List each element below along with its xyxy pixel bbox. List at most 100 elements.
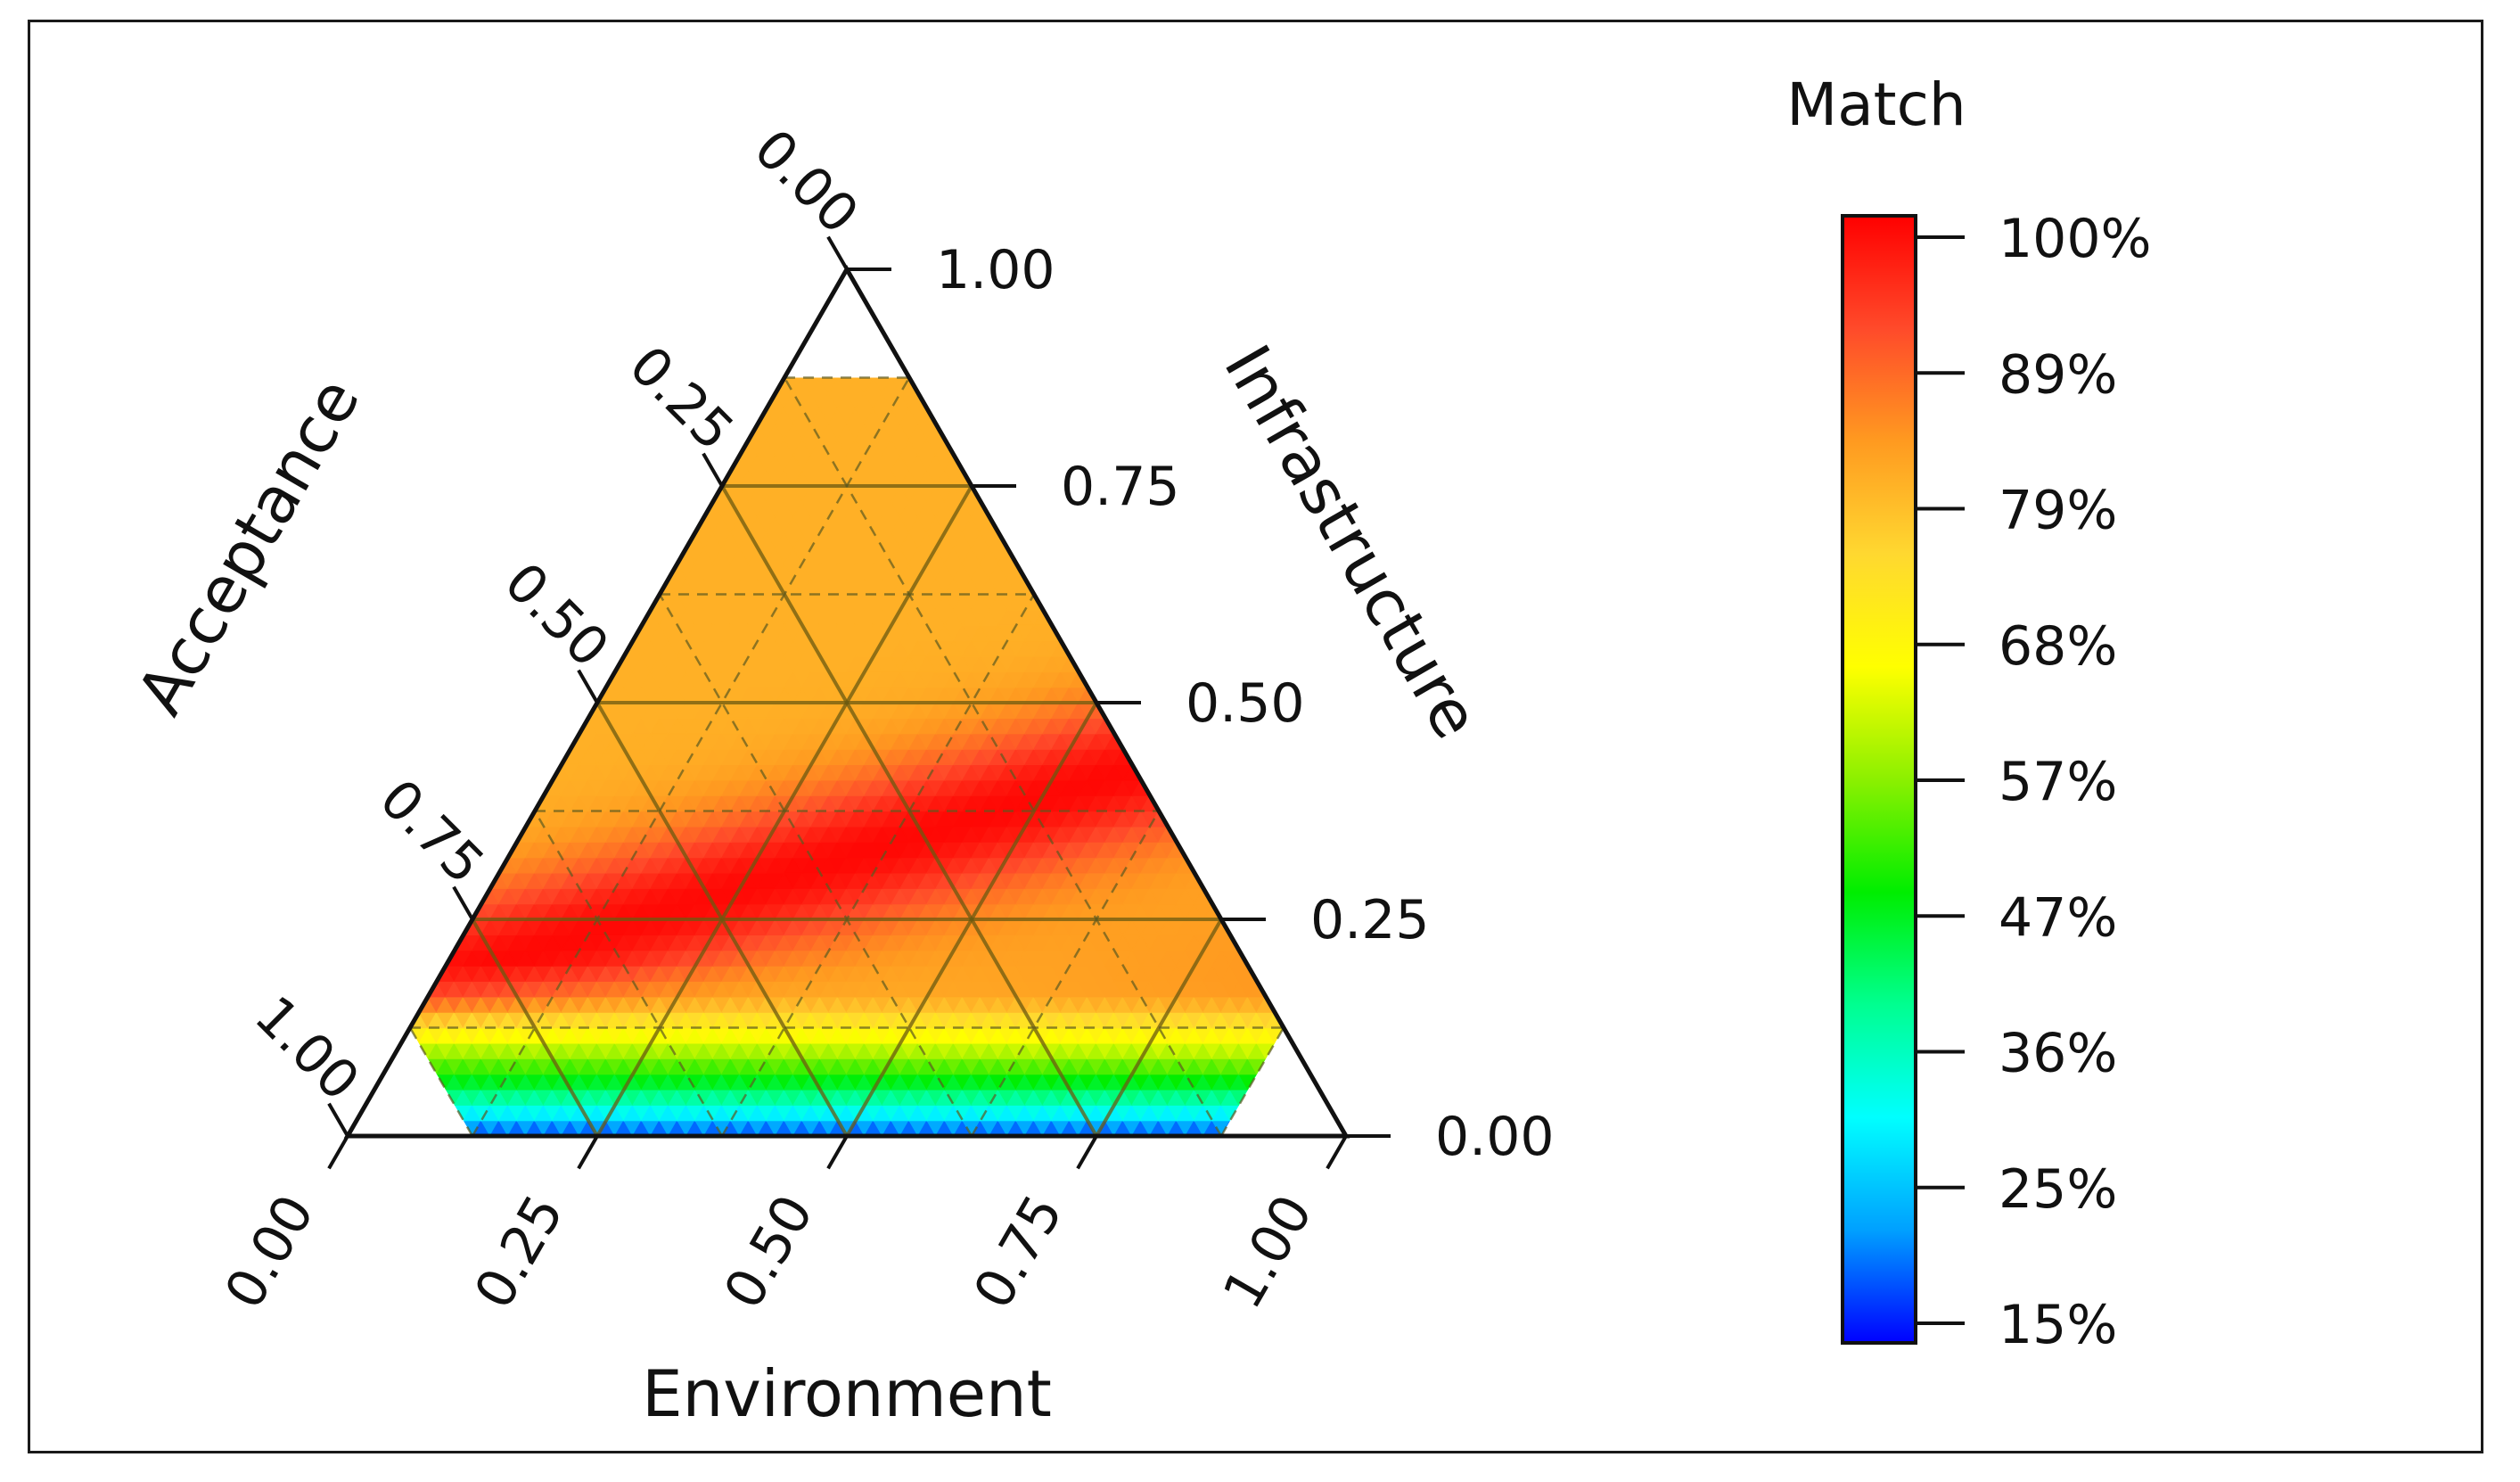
contour-cell [410, 1088, 421, 1106]
contour-cell [410, 1073, 421, 1091]
colorbar-tick-label: 79% [1999, 480, 2117, 542]
acceptance-tick-label: 0.00 [742, 118, 870, 246]
environment-tick-label: 1.00 [1211, 1185, 1325, 1320]
contour-cell [1293, 1074, 1310, 1090]
acceptance-tick [577, 669, 599, 704]
contour-cell [829, 331, 847, 346]
contour-cell [1293, 1090, 1310, 1105]
colorbar-tick-label: 100% [1999, 208, 2152, 270]
contour-cell [410, 1089, 430, 1107]
contour-cell [1301, 1090, 1319, 1105]
contour-cell [417, 1088, 439, 1106]
contour-cell [1282, 1058, 1284, 1075]
contour-cell [1264, 1119, 1284, 1136]
acceptance-tick [327, 1102, 349, 1138]
contour-cell [829, 316, 847, 331]
contour-cell [383, 1074, 401, 1090]
contour-cell [1255, 1104, 1276, 1122]
colorbar-tick-label: 47% [1999, 886, 2117, 949]
environment-tick [327, 1134, 349, 1170]
acceptance-tick-label: 0.75 [367, 768, 496, 896]
contour-cell [829, 301, 847, 316]
contour-cell [410, 1119, 430, 1136]
contour-cell [874, 347, 891, 362]
contour-cell [410, 1073, 412, 1091]
contour-cell [1255, 1119, 1276, 1136]
contour-cell [410, 1119, 421, 1136]
contour-cell [435, 1119, 456, 1136]
contour-cell [847, 316, 865, 331]
contour-cell [802, 347, 820, 362]
contour-cell [1282, 1119, 1284, 1136]
contour-cell [1255, 1073, 1276, 1091]
contour-cell [856, 316, 874, 331]
environment-tick-label: 0.00 [213, 1185, 326, 1320]
contour-cell [1273, 1119, 1284, 1136]
contour-cell [374, 1121, 392, 1136]
contour-cell [357, 1121, 374, 1136]
contour-cell [1264, 1073, 1284, 1091]
acceptance-tick-label: 1.00 [242, 984, 371, 1113]
contour-cell [829, 347, 847, 362]
contour-cell [820, 347, 838, 362]
contour-cell [1273, 1088, 1284, 1106]
environment-tick [577, 1134, 599, 1170]
contour-cell [410, 1089, 412, 1107]
colorbar-tick-label: 68% [1999, 615, 2117, 678]
contour-cell [838, 301, 856, 316]
contour-cell [435, 1104, 456, 1122]
contour-cell [426, 1104, 447, 1122]
contour-cell [872, 377, 893, 379]
contour-cell [410, 1073, 430, 1091]
contour-cell [809, 377, 831, 379]
environment-tick-label: 0.25 [463, 1185, 576, 1320]
contour-cell [1310, 1121, 1328, 1136]
contour-cell [1273, 1104, 1284, 1122]
contour-cell [383, 1090, 401, 1105]
contour-cell [811, 347, 829, 362]
contour-cell [1293, 1121, 1310, 1136]
contour-cell [365, 1105, 383, 1120]
contour-cell [1255, 1088, 1276, 1106]
contour-cell [1301, 1105, 1319, 1120]
acceptance-axis-title: Acceptance [122, 366, 373, 727]
contour-cell [1246, 1089, 1268, 1107]
contour-cell [410, 1104, 421, 1122]
colorbar: Match 100% 89% 79% 68% 57% 47% 36% 25% 15% [1786, 70, 2151, 1356]
contour-cell [800, 377, 822, 379]
contour-cell [856, 331, 874, 346]
contour-cell [374, 1105, 392, 1120]
contour-cell [792, 377, 813, 379]
contour-cell [820, 316, 838, 331]
contour-cell [365, 1121, 383, 1136]
environment-tick [826, 1134, 849, 1170]
contour-cell [410, 1104, 412, 1122]
contour-cell [1246, 1119, 1268, 1136]
contour-cell [1319, 1121, 1337, 1136]
contour-cell [417, 1104, 439, 1122]
contour-cell [1237, 1104, 1259, 1122]
contour-cell [847, 331, 865, 346]
contour-cell [838, 331, 856, 346]
acceptance-tick-label: 0.25 [617, 334, 745, 463]
infrastructure-tick-label: 0.75 [1061, 456, 1180, 518]
contour-cell [847, 347, 865, 362]
infrastructure-tick-label: 1.00 [936, 239, 1055, 301]
environment-tick-label: 0.50 [712, 1185, 825, 1320]
acceptance-tick [702, 452, 724, 487]
contour-cell [410, 1058, 412, 1075]
contour-cell [881, 377, 902, 379]
contour-cell [1301, 1121, 1319, 1136]
environment-tick-label: 0.75 [962, 1185, 1075, 1320]
contour-cell [1273, 1073, 1284, 1091]
contour-cell [838, 284, 856, 300]
colorbar-tick-label: 89% [1999, 343, 2117, 406]
colorbar-ticks: 100% 89% 79% 68% 57% 47% 36% 25% 15% [1916, 208, 2152, 1356]
acceptance-tick [826, 235, 849, 270]
contour-cell [1273, 1042, 1284, 1060]
contour-cell [1264, 1104, 1284, 1122]
infrastructure-tick-label: 0.50 [1186, 672, 1305, 735]
contour-cell [1228, 1119, 1250, 1136]
contour-cell [1293, 1105, 1310, 1120]
contour-cell [1282, 1073, 1284, 1091]
